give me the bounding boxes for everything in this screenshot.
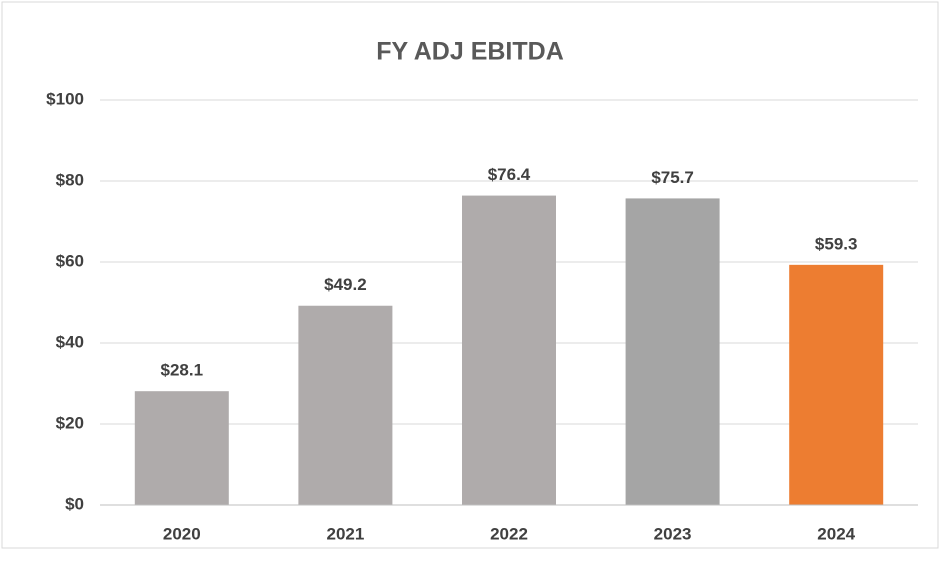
data-label: $76.4 bbox=[488, 165, 531, 184]
bar bbox=[625, 198, 720, 506]
x-tick-label: 2021 bbox=[326, 524, 364, 543]
y-tick-label: $100 bbox=[46, 89, 84, 108]
x-tick-label: 2022 bbox=[490, 524, 528, 543]
chart-title: FY ADJ EBITDA bbox=[376, 38, 564, 66]
y-tick-label: $0 bbox=[65, 494, 84, 513]
data-label: $59.3 bbox=[815, 234, 858, 253]
bar bbox=[298, 305, 393, 505]
bar bbox=[462, 195, 556, 505]
y-tick-label: $20 bbox=[56, 413, 84, 432]
y-tick-label: $80 bbox=[56, 170, 84, 189]
bar bbox=[789, 264, 884, 505]
x-tick-label: 2024 bbox=[817, 524, 855, 543]
y-tick-label: $40 bbox=[56, 332, 84, 351]
data-label: $75.7 bbox=[651, 168, 694, 187]
data-label: $28.1 bbox=[161, 361, 204, 380]
x-tick-label: 2023 bbox=[654, 524, 692, 543]
data-label: $49.2 bbox=[324, 275, 367, 294]
bar bbox=[134, 391, 229, 505]
x-tick-label: 2020 bbox=[163, 524, 201, 543]
y-tick-label: $60 bbox=[56, 251, 84, 270]
